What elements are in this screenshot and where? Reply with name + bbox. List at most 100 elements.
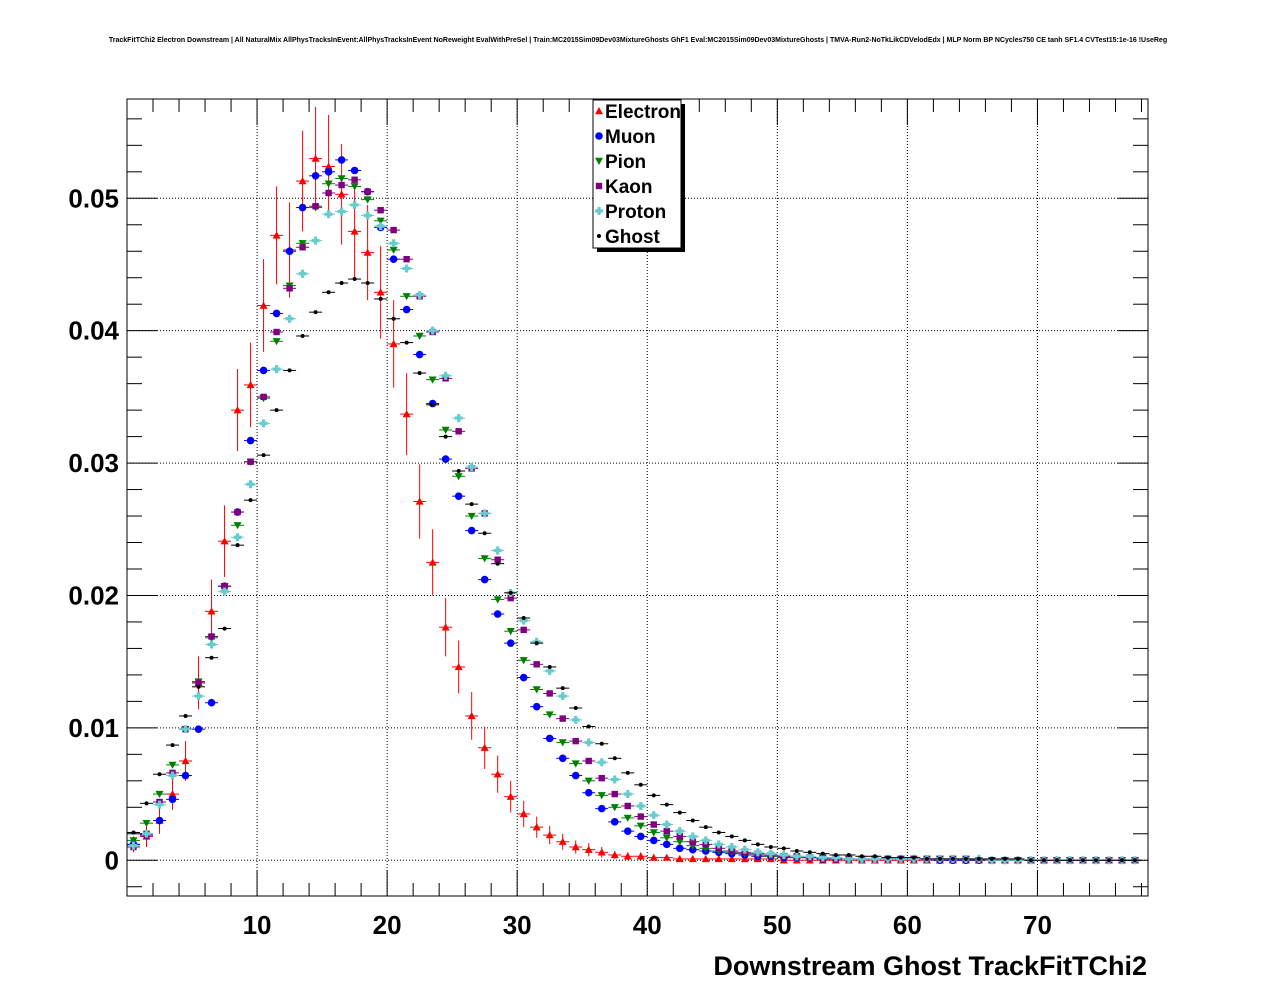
ghost-marker — [521, 615, 526, 620]
kaon-marker — [624, 802, 631, 810]
pion-marker — [545, 711, 554, 719]
ghost-marker — [573, 706, 578, 711]
proton-marker — [311, 236, 320, 245]
proton-marker — [779, 850, 788, 859]
ghost-marker — [833, 852, 838, 857]
muon-marker — [595, 132, 603, 140]
electron-marker — [467, 711, 476, 720]
ghost-marker — [859, 854, 864, 859]
kaon-marker — [325, 189, 332, 197]
proton-marker — [636, 801, 645, 810]
electron-marker — [402, 410, 411, 418]
muon-marker — [389, 255, 398, 263]
pion-marker — [610, 804, 619, 812]
proton-marker — [595, 207, 603, 215]
electron-marker — [441, 623, 450, 631]
proton-marker — [558, 692, 567, 701]
kaon-marker — [507, 594, 514, 602]
proton-marker — [259, 419, 268, 428]
kaon-marker — [611, 790, 618, 798]
ghost-marker — [469, 502, 474, 507]
pion-marker — [428, 376, 437, 384]
electron-marker — [584, 845, 593, 853]
electron-marker — [298, 177, 307, 185]
ghost-marker — [1041, 858, 1046, 863]
proton-marker — [207, 640, 216, 649]
kaon-marker — [208, 633, 215, 640]
pion-marker — [129, 837, 138, 845]
proton-marker — [181, 725, 190, 734]
electron-marker — [246, 380, 255, 389]
muon-marker — [636, 832, 645, 841]
electron-marker — [506, 792, 515, 800]
ghost-marker — [300, 333, 305, 338]
muon-marker — [285, 247, 294, 256]
kaon-marker — [546, 690, 553, 697]
ghost-marker — [352, 277, 357, 282]
kaon-marker — [338, 181, 345, 189]
electron-marker — [675, 854, 684, 863]
series-proton — [127, 200, 1142, 865]
ghost-marker — [976, 856, 981, 861]
legend-label-electron: Electron — [605, 102, 681, 123]
muon-marker — [272, 309, 281, 318]
electron-marker — [597, 848, 606, 856]
proton-marker — [402, 264, 411, 273]
pion-marker — [623, 814, 632, 822]
ghost-marker — [313, 310, 318, 315]
kaon-marker — [312, 203, 319, 210]
muon-marker — [506, 639, 515, 647]
proton-marker — [220, 587, 229, 596]
proton-marker — [441, 371, 450, 380]
electron-marker — [389, 339, 398, 348]
pion-marker — [519, 657, 528, 665]
ghost-marker — [157, 772, 162, 777]
ghost-marker — [989, 856, 994, 861]
muon-marker — [532, 702, 541, 711]
x-tick-label: 40 — [633, 910, 662, 940]
tick-labels: 10 20 30 40 50 60 70 0 0.01 0.02 0.03 0.04 0.05 — [68, 183, 1052, 940]
muon-marker — [259, 366, 268, 375]
y-tick-label: 0.03 — [68, 448, 119, 478]
kaon-marker — [572, 737, 579, 745]
proton-marker — [545, 666, 554, 675]
ghost-marker — [261, 453, 266, 458]
electron-marker — [714, 854, 723, 863]
proton-marker — [818, 853, 827, 862]
pion-marker — [337, 175, 346, 183]
pion-marker — [168, 761, 177, 769]
muon-marker — [493, 610, 502, 618]
electron-marker — [727, 854, 736, 863]
x-tick-label: 50 — [763, 910, 792, 940]
muon-marker — [246, 436, 255, 445]
electron-marker — [168, 790, 177, 798]
pion-marker — [350, 183, 359, 191]
ghost-marker — [599, 741, 604, 746]
ghost-marker — [664, 802, 669, 807]
proton-marker — [597, 758, 606, 767]
pion-marker — [480, 555, 489, 563]
electron-marker — [701, 854, 710, 863]
electron-marker — [207, 607, 216, 615]
kaon-marker — [650, 821, 657, 828]
y-tick-label: 0.04 — [68, 316, 119, 346]
ghost-marker — [703, 825, 708, 830]
proton-marker — [155, 800, 164, 809]
muon-marker — [415, 350, 424, 359]
x-tick-label: 10 — [243, 910, 272, 940]
kaon-marker — [286, 285, 293, 292]
electron-marker — [532, 823, 541, 831]
ghost-marker — [898, 855, 903, 860]
axis-ticks — [127, 99, 1148, 896]
ghost-marker — [729, 834, 734, 839]
pion-marker — [675, 838, 684, 846]
ghost-marker — [560, 686, 565, 691]
muon-marker — [610, 818, 619, 826]
pion-marker — [363, 196, 372, 204]
ghost-marker — [911, 855, 916, 860]
ghost-marker — [937, 856, 942, 861]
electron-marker — [558, 837, 567, 845]
muon-marker — [623, 827, 632, 835]
proton-marker — [649, 811, 658, 820]
ghost-marker — [1002, 856, 1007, 861]
